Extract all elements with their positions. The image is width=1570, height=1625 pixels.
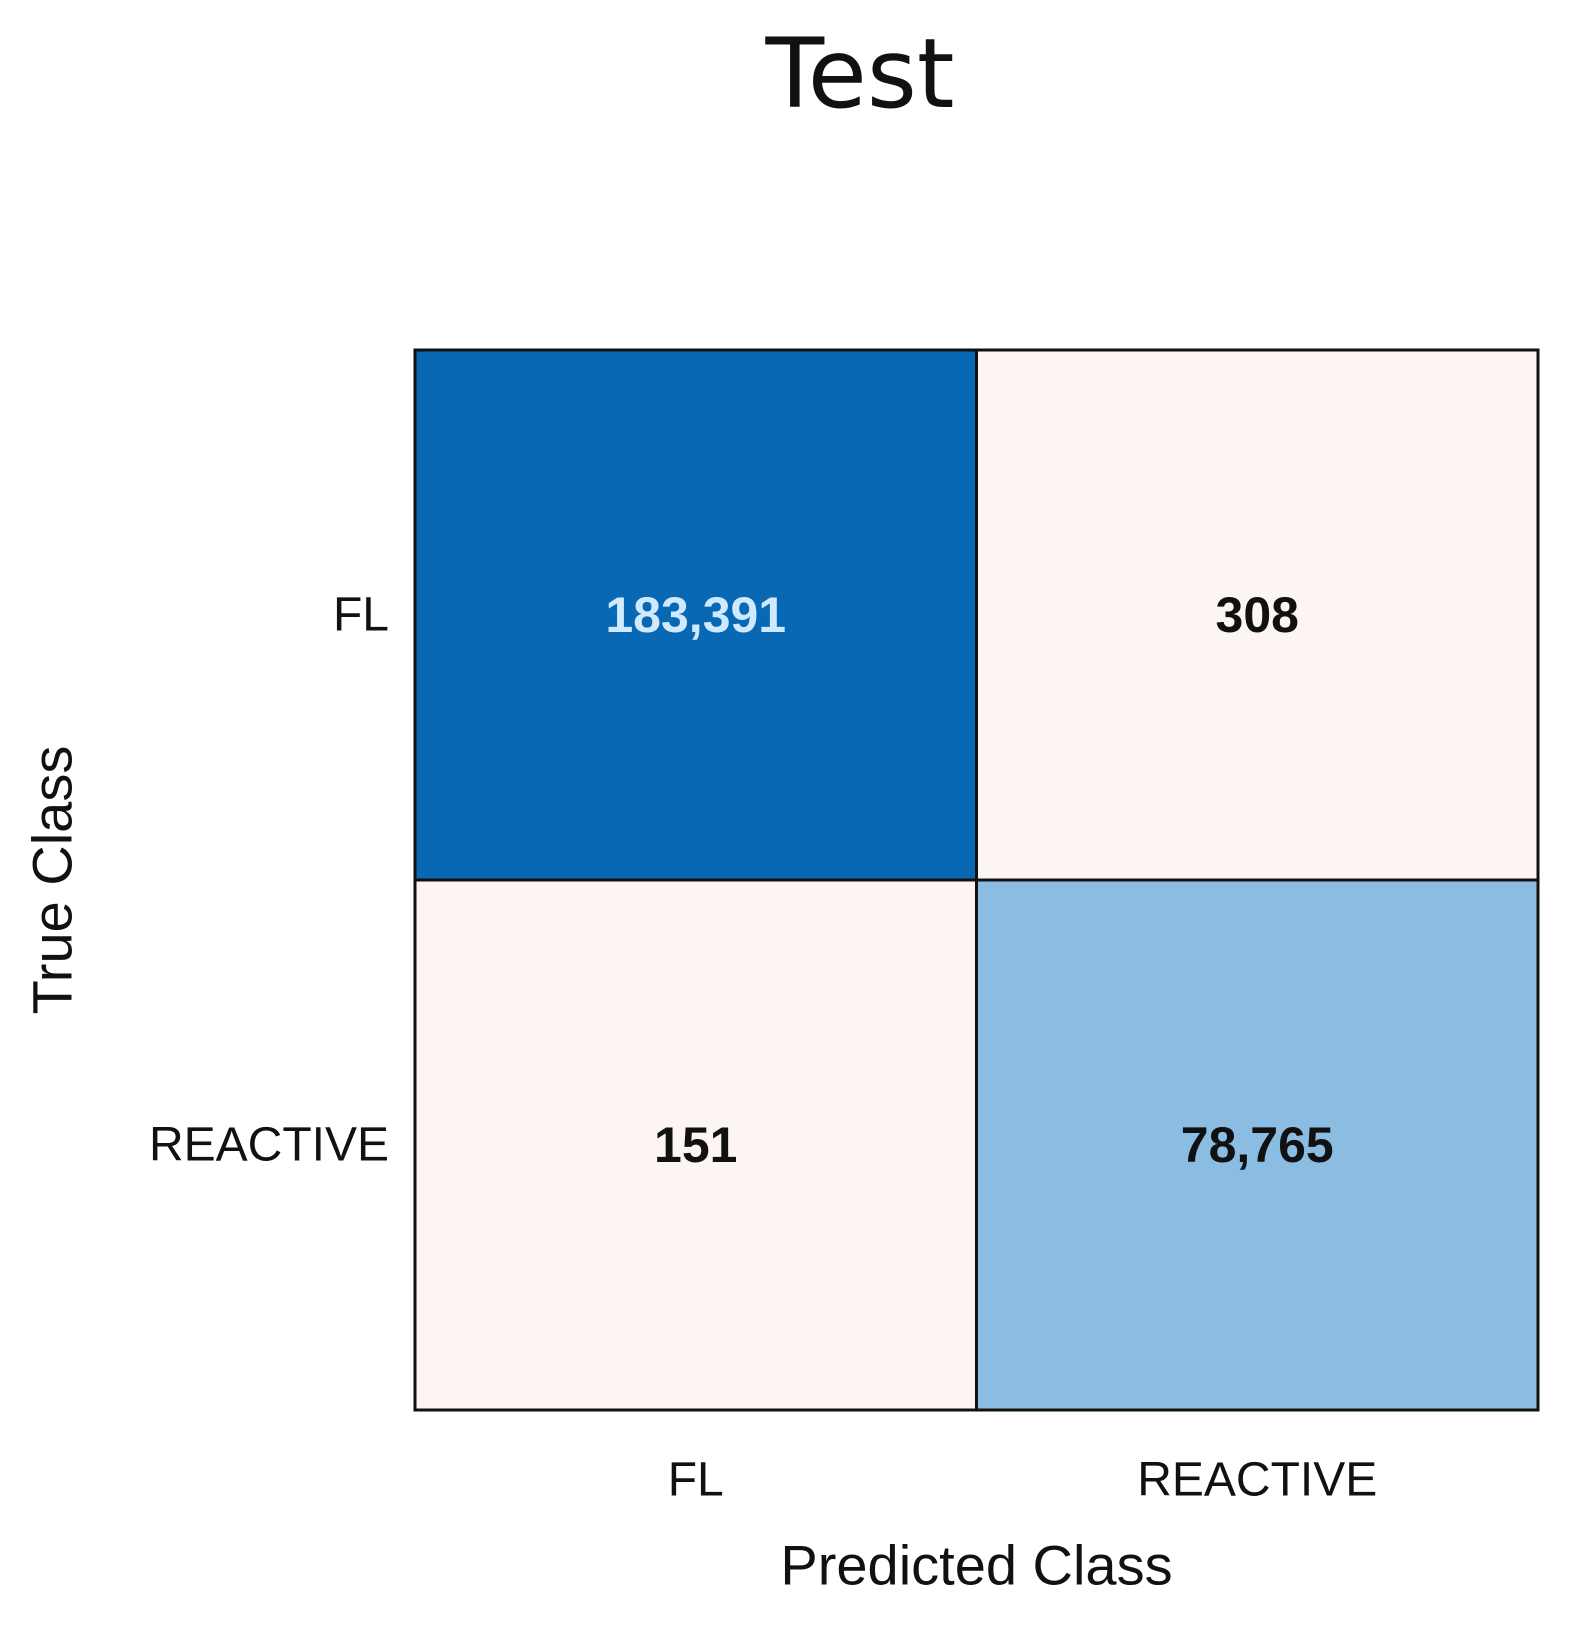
heatmap-cell-reactive-fl xyxy=(413,878,978,1412)
x-axis-label: Predicted Class xyxy=(780,1534,1172,1597)
heatmap-cell-fl-fl xyxy=(413,348,978,882)
y-tick-label-fl: FL xyxy=(333,589,389,642)
heatmap-cell-reactive-reactive xyxy=(975,878,1540,1412)
x-tick-label-reactive: REACTIVE xyxy=(1137,1454,1377,1507)
cell-value-label-fl-fl: 183,391 xyxy=(605,587,786,643)
y-axis-label: True Class xyxy=(21,746,84,1015)
plot-border xyxy=(413,348,1540,1412)
cell-value-label-fl-reactive: 308 xyxy=(1216,587,1299,643)
cell-value-label-reactive-fl: 151 xyxy=(654,1117,737,1173)
cell-value-label-reactive-reactive: 78,765 xyxy=(1181,1117,1334,1173)
y-tick-label-reactive: REACTIVE xyxy=(149,1119,389,1172)
x-tick-label-fl: FL xyxy=(668,1454,724,1507)
